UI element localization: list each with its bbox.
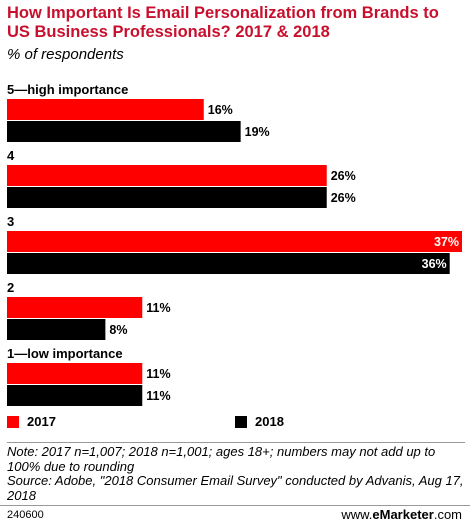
value-label-3-2018: 36%	[422, 257, 447, 271]
chart-title: How Important Is Email Personalization f…	[7, 4, 439, 41]
category-label-3: 3	[7, 214, 14, 229]
category-label-4: 4	[7, 148, 15, 163]
category-label-2: 2	[7, 280, 14, 295]
legend-label-2017: 2017	[27, 414, 56, 429]
category-label-5: 5—high importance	[7, 82, 128, 97]
bar-1-2017	[7, 363, 143, 384]
category-label-1: 1—low importance	[7, 346, 123, 361]
brand-link[interactable]: www.eMarketer.com	[341, 507, 462, 522]
bar-3-2018	[7, 253, 450, 274]
legend-item-2018: 2018	[235, 414, 284, 429]
bar-4-2018	[7, 187, 327, 208]
legend-label-2018: 2018	[255, 414, 284, 429]
bar-2-2017	[7, 297, 143, 318]
note-text: Note: 2017 n=1,007; 2018 n=1,001; ages 1…	[7, 444, 436, 474]
value-label-4-2017: 26%	[331, 169, 356, 183]
legend-item-2017: 2017	[7, 414, 56, 429]
value-label-1-2018: 11%	[146, 389, 170, 403]
bar-3-2017	[7, 231, 462, 252]
value-label-3-2017: 37%	[434, 235, 459, 249]
value-label-5-2017: 16%	[208, 103, 233, 117]
bar-5-2018	[7, 121, 241, 142]
bar-chart: 5—high importance 16% 19% 4 26% 26% 3 37% 36% 2 11…	[7, 82, 462, 406]
brand-name: eMarketer	[372, 507, 434, 522]
chart-id: 240600	[7, 509, 44, 521]
bar-1-2018	[7, 385, 143, 406]
value-label-4-2018: 26%	[331, 191, 356, 205]
bar-5-2017	[7, 99, 204, 120]
legend-swatch-2017	[7, 415, 19, 428]
footer-divider	[7, 442, 465, 443]
source-text: Source: Adobe, "2018 Consumer Email Surv…	[7, 473, 464, 503]
brand-prefix: www.	[341, 507, 373, 522]
bottom-divider	[0, 505, 470, 506]
legend-swatch-2018	[235, 415, 247, 428]
bar-2-2018	[7, 319, 106, 340]
value-label-5-2018: 19%	[245, 125, 270, 139]
value-label-2-2018: 8%	[109, 323, 127, 337]
value-label-1-2017: 11%	[146, 367, 170, 381]
value-label-2-2017: 11%	[146, 301, 170, 315]
brand-suffix: .com	[433, 507, 462, 522]
chart-subtitle: % of respondents	[7, 46, 124, 63]
footer-notes: Note: 2017 n=1,007; 2018 n=1,001; ages 1…	[7, 444, 465, 503]
bar-4-2017	[7, 165, 327, 186]
